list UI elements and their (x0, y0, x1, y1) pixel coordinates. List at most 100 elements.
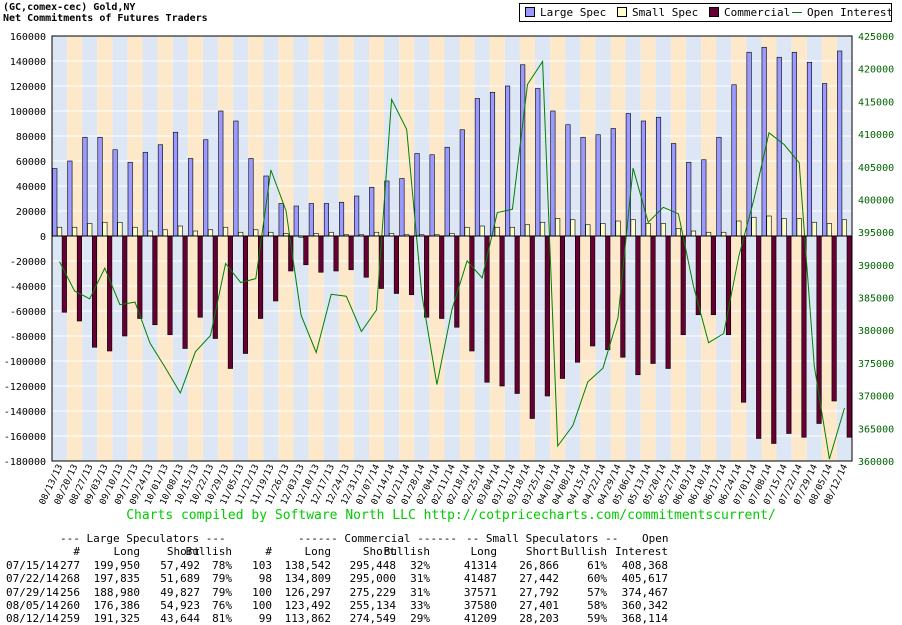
row-date: 08/05/14 (6, 598, 59, 612)
table-cell: 138,542 (284, 559, 331, 572)
commercial-bar (76, 235, 82, 322)
large-spec-bar (701, 159, 707, 237)
table-cell: 41314 (463, 559, 497, 572)
y-right-tick-label: 370000 (858, 392, 894, 403)
table-cell: 256 (60, 585, 80, 599)
small-spec-bar (600, 223, 606, 237)
large-spec-bar (791, 51, 797, 237)
table-cell: 27,401 (519, 598, 559, 612)
y-right-tick-label: 400000 (858, 195, 894, 206)
large-spec-bar (806, 61, 813, 237)
small-spec-bar (132, 226, 138, 237)
y-right-tick-label: 405000 (858, 163, 894, 174)
legend-swatch-commercial (709, 7, 719, 17)
small-spec-bar (555, 218, 561, 237)
large-spec-bar (535, 88, 541, 237)
table-cell: 81% (212, 612, 232, 625)
small-spec-bar (736, 220, 742, 237)
column-header: Long (304, 545, 332, 558)
table-cell: 78% (212, 559, 232, 572)
commercial-bar (469, 235, 475, 352)
column-band (384, 36, 400, 461)
commercial-bar (152, 235, 158, 326)
small-spec-bar (87, 223, 93, 237)
small-spec-bar (706, 231, 712, 237)
large-spec-bar (474, 98, 480, 237)
large-spec-bar (278, 203, 284, 237)
commercial-bar (363, 235, 369, 278)
large-spec-bar (82, 136, 88, 237)
large-spec-bar (354, 195, 360, 237)
table-cell: 176,386 (93, 598, 140, 612)
small-spec-bar (253, 229, 259, 237)
small-spec-bar (675, 228, 681, 237)
legend-label: Large Spec (540, 6, 607, 19)
legend-swatch-small-spec (617, 7, 627, 17)
y-right-tick-label: 365000 (858, 424, 894, 435)
y-right-tick-label: 360000 (858, 457, 894, 468)
table-cell: 360,342 (621, 598, 668, 612)
table-cell: 41487 (463, 572, 497, 586)
commercial-bar (786, 235, 792, 434)
small-spec-bar (645, 223, 651, 237)
commercial-bar (680, 235, 686, 336)
table-cell: 188,980 (93, 585, 140, 599)
small-spec-bar (177, 225, 183, 237)
large-spec-bar (565, 124, 571, 237)
column-header: # (73, 545, 80, 558)
small-spec-bar (268, 231, 274, 237)
large-spec-bar (112, 149, 118, 237)
commercial-bar (559, 235, 566, 379)
commercial-bar (650, 235, 656, 364)
table-cell: 268 (60, 572, 80, 586)
small-spec-bar (630, 219, 636, 237)
column-band (444, 36, 460, 461)
column-band (670, 36, 686, 461)
commercial-bar (303, 235, 309, 266)
large-spec-bar (550, 110, 556, 237)
chart-subtitle: Net Commitments of Futures Traders (3, 13, 208, 24)
large-spec-bar (293, 205, 299, 237)
large-spec-bar (338, 201, 345, 237)
large-spec-bar (822, 83, 828, 237)
small-spec-bar (102, 221, 108, 237)
legend-large-spec: Large Spec (525, 6, 606, 19)
large-spec-bar (97, 136, 103, 237)
commercial-bar (725, 235, 732, 336)
small-spec-bar (524, 224, 531, 237)
table-cell: 197,835 (93, 572, 140, 586)
commercial-bar (710, 235, 716, 316)
column-band (323, 36, 339, 461)
table-cell: 31% (410, 572, 430, 586)
column-band (368, 36, 385, 461)
column-band (414, 36, 430, 461)
table-cell: 79% (212, 572, 232, 586)
commercial-bar (212, 235, 218, 339)
large-spec-bar (218, 110, 224, 237)
small-spec-bar (509, 226, 515, 237)
group-header-small-spec: -- Small Speculators -- (466, 532, 619, 545)
table-cell: 405,617 (621, 572, 668, 586)
small-spec-bar (615, 220, 621, 237)
column-header: Bullish (185, 545, 232, 558)
commercial-bar (801, 235, 807, 438)
legend-commercial: Commercial (709, 6, 790, 19)
column-band (112, 36, 128, 461)
table-cell: 255,134 (349, 598, 396, 612)
small-spec-bar (766, 215, 772, 237)
column-band (429, 36, 445, 461)
column-band (263, 36, 279, 461)
commercial-bar (242, 235, 249, 354)
y-left-tick-label: -40000 (10, 282, 46, 293)
group-header-large-spec: --- Large Speculators --- (60, 532, 226, 545)
commercial-bar (227, 235, 233, 369)
commercial-bar (831, 235, 837, 402)
small-spec-bar (373, 231, 380, 237)
legend-open-interest: Open Interest (792, 6, 893, 19)
table-cell: 54,923 (160, 598, 200, 612)
y-left-tick-label: -180000 (4, 457, 46, 468)
table-cell: 277 (60, 559, 80, 572)
table-cell: 61% (587, 559, 607, 572)
table-cell: 98 (258, 572, 272, 586)
